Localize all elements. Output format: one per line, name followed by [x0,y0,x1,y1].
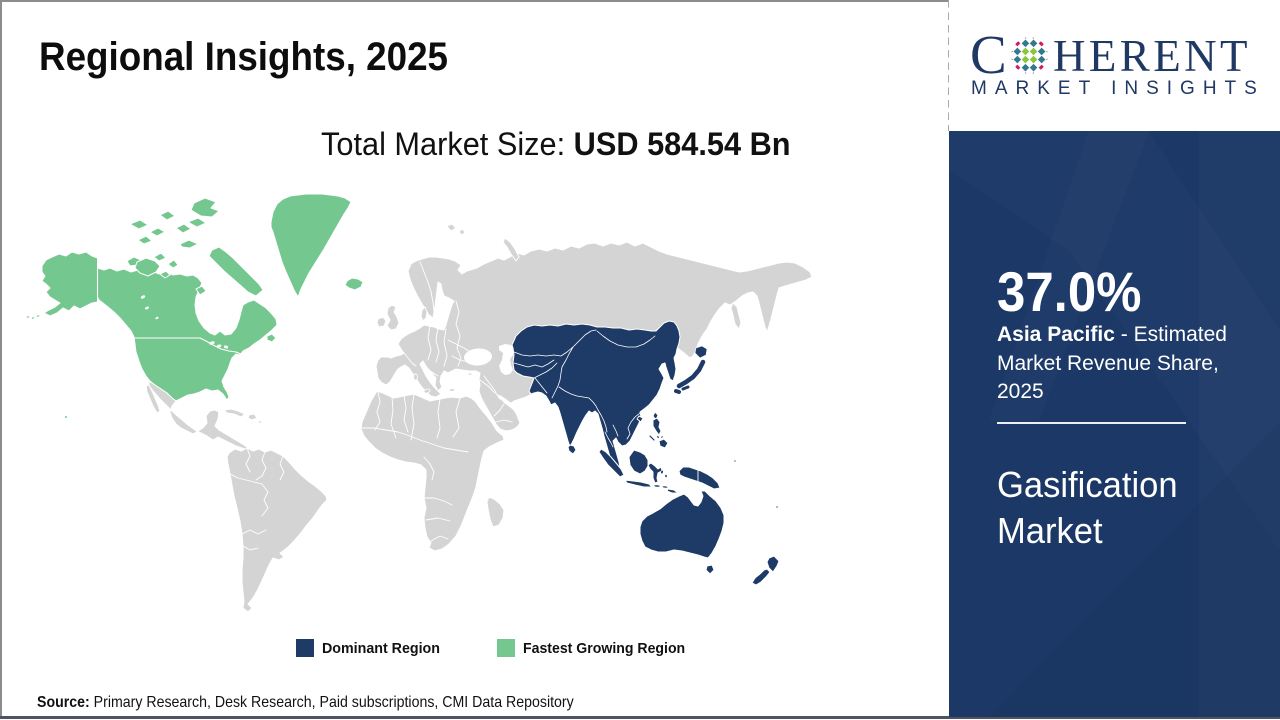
svg-text:HERENT: HERENT [1053,31,1251,81]
svg-text:MARKET INSIGHTS: MARKET INSIGHTS [972,78,1262,99]
svg-text:C: C [972,26,1007,85]
